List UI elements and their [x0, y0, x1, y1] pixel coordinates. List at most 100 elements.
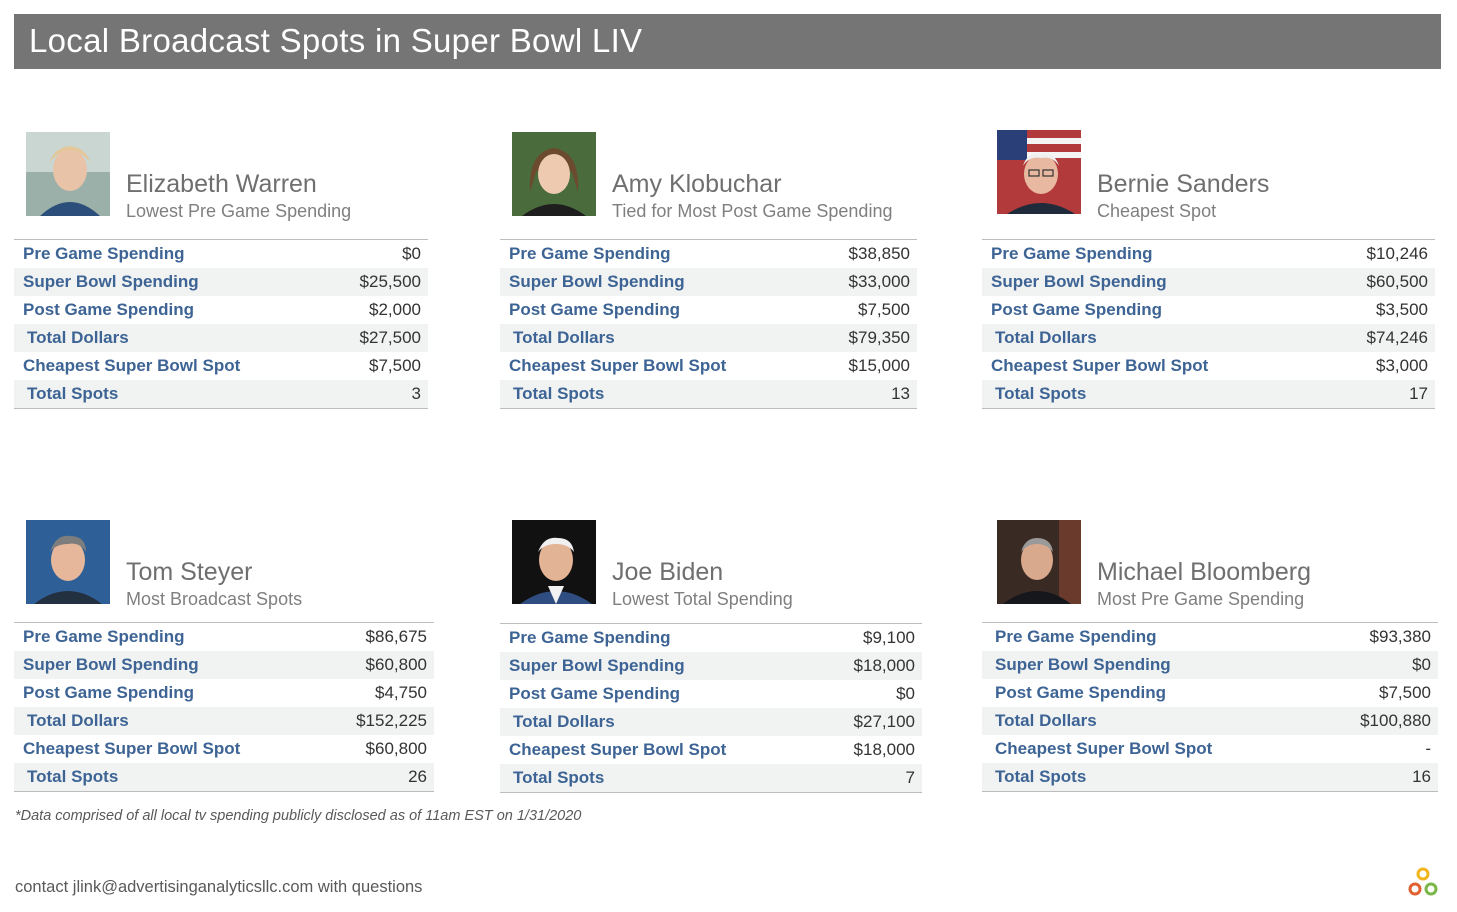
contact-note: contact jlink@advertisinganalyticsllc.co… — [15, 878, 423, 896]
candidate-name: Bernie Sanders — [1097, 170, 1270, 198]
candidate-subtitle: Lowest Total Spending — [612, 589, 793, 609]
table-row: Super Bowl Spending $0 — [982, 651, 1438, 679]
row-label: Total Dollars — [513, 328, 615, 347]
candidate-name: Michael Bloomberg — [1097, 558, 1311, 586]
table-row: Super Bowl Spending $60,800 — [14, 651, 434, 679]
table-row: Super Bowl Spending $60,500 — [982, 268, 1435, 296]
table-row: Pre Game Spending $10,246 — [982, 240, 1435, 268]
candidate-card-steyer: Tom Steyer Most Broadcast Spots Pre Game… — [14, 520, 434, 792]
row-value: $0 — [1412, 655, 1431, 674]
table-row: Cheapest Super Bowl Spot $3,000 — [982, 352, 1435, 380]
row-label: Total Spots — [995, 384, 1087, 403]
row-value: 13 — [891, 384, 910, 403]
row-label: Pre Game Spending — [23, 244, 185, 263]
row-label: Super Bowl Spending — [509, 272, 685, 291]
candidate-card-bloomberg: Michael Bloomberg Most Pre Game Spending… — [982, 520, 1438, 792]
row-label: Total Dollars — [995, 328, 1097, 347]
row-value: $18,000 — [853, 740, 915, 759]
candidate-subtitle: Most Broadcast Spots — [126, 589, 303, 609]
row-label: Total Dollars — [513, 712, 615, 731]
stats-table: Pre Game Spending $9,100 Super Bowl Spend… — [500, 623, 922, 793]
row-value: $93,380 — [1369, 627, 1431, 646]
candidate-card-sanders: Bernie Sanders Cheapest Spot Pre Game Sp… — [982, 130, 1435, 409]
row-label: Post Game Spending — [991, 300, 1162, 319]
row-value: $9,100 — [863, 628, 915, 647]
table-row: Cheapest Super Bowl Spot $60,800 — [14, 735, 434, 763]
row-value: $60,800 — [365, 655, 427, 674]
row-label: Total Spots — [27, 384, 119, 403]
row-value: $38,850 — [848, 244, 910, 263]
stats-table: Pre Game Spending $93,380 Super Bowl Spen… — [982, 622, 1438, 792]
candidate-subtitle: Cheapest Spot — [1097, 201, 1217, 221]
row-value: 26 — [408, 767, 427, 786]
row-value: $100,880 — [1360, 711, 1431, 730]
row-value: 7 — [905, 768, 915, 787]
table-row: Pre Game Spending $9,100 — [500, 624, 922, 652]
table-row: Cheapest Super Bowl Spot $7,500 — [14, 352, 428, 380]
row-label: Post Game Spending — [23, 683, 194, 702]
title-bar: Local Broadcast Spots in Super Bowl LIV — [14, 14, 1441, 69]
row-label: Total Dollars — [27, 711, 129, 730]
candidate-photo-steyer — [26, 520, 110, 604]
row-value: $4,750 — [375, 683, 427, 702]
row-label: Pre Game Spending — [509, 244, 671, 263]
row-value: $79,350 — [848, 328, 910, 347]
row-value: $152,225 — [356, 711, 427, 730]
candidate-subtitle: Lowest Pre Game Spending — [126, 201, 352, 221]
row-value: $27,100 — [853, 712, 915, 731]
row-value: $10,246 — [1366, 244, 1428, 263]
row-label: Total Dollars — [27, 328, 129, 347]
table-row: Post Game Spending $2,000 — [14, 296, 428, 324]
table-row: Pre Game Spending $86,675 — [14, 623, 434, 651]
row-label: Total Spots — [27, 767, 119, 786]
stats-table: Pre Game Spending $0 Super Bowl Spending $… — [14, 239, 428, 409]
footnote: *Data comprised of all local tv spending… — [15, 808, 582, 824]
candidate-card-warren: Elizabeth Warren Lowest Pre Game Spendin… — [14, 132, 428, 409]
row-label: Total Spots — [513, 768, 605, 787]
table-row: Total Dollars $79,350 — [500, 324, 917, 352]
candidate-card-klobuchar: Amy Klobuchar Tied for Most Post Game Sp… — [500, 132, 917, 409]
row-label: Cheapest Super Bowl Spot — [991, 356, 1209, 375]
row-value: $33,000 — [848, 272, 910, 291]
candidate-card-biden: Joe Biden Lowest Total Spending Pre Game… — [500, 520, 922, 793]
table-row: Total Dollars $27,100 — [500, 708, 922, 736]
row-label: Super Bowl Spending — [991, 272, 1167, 291]
candidate-photo-biden — [512, 520, 596, 604]
row-value: $86,675 — [365, 627, 427, 646]
row-label: Pre Game Spending — [509, 628, 671, 647]
table-row: Super Bowl Spending $33,000 — [500, 268, 917, 296]
row-value: $18,000 — [853, 656, 915, 675]
row-label: Cheapest Super Bowl Spot — [995, 739, 1213, 758]
row-value: 3 — [411, 384, 421, 403]
row-label: Total Spots — [995, 767, 1087, 786]
row-label: Cheapest Super Bowl Spot — [23, 739, 241, 758]
row-value: $3,000 — [1376, 356, 1428, 375]
row-value: 16 — [1412, 767, 1431, 786]
table-row: Total Spots 13 — [500, 380, 917, 408]
table-row: Post Game Spending $4,750 — [14, 679, 434, 707]
row-value: $2,000 — [369, 300, 421, 319]
table-row: Super Bowl Spending $25,500 — [14, 268, 428, 296]
page-title: Local Broadcast Spots in Super Bowl LIV — [29, 22, 643, 59]
table-row: Post Game Spending $7,500 — [500, 296, 917, 324]
table-row: Cheapest Super Bowl Spot $15,000 — [500, 352, 917, 380]
candidate-subtitle: Most Pre Game Spending — [1097, 589, 1305, 609]
table-row: Post Game Spending $0 — [500, 680, 922, 708]
table-row: Pre Game Spending $0 — [14, 240, 428, 268]
row-value: $7,500 — [858, 300, 910, 319]
table-row: Total Spots 7 — [500, 764, 922, 792]
table-row: Post Game Spending $7,500 — [982, 679, 1438, 707]
table-row: Cheapest Super Bowl Spot $18,000 — [500, 736, 922, 764]
row-value: $7,500 — [1379, 683, 1431, 702]
table-row: Post Game Spending $3,500 — [982, 296, 1435, 324]
table-row: Super Bowl Spending $18,000 — [500, 652, 922, 680]
stats-table: Pre Game Spending $86,675 Super Bowl Spen… — [14, 622, 434, 792]
stats-table: Pre Game Spending $10,246 Super Bowl Spen… — [982, 239, 1435, 409]
row-value: $0 — [896, 684, 915, 703]
row-label: Super Bowl Spending — [509, 656, 685, 675]
table-row: Total Dollars $152,225 — [14, 707, 434, 735]
candidate-name: Tom Steyer — [126, 558, 253, 586]
row-value: $74,246 — [1366, 328, 1428, 347]
table-row: Total Dollars $100,880 — [982, 707, 1438, 735]
table-row: Total Dollars $27,500 — [14, 324, 428, 352]
